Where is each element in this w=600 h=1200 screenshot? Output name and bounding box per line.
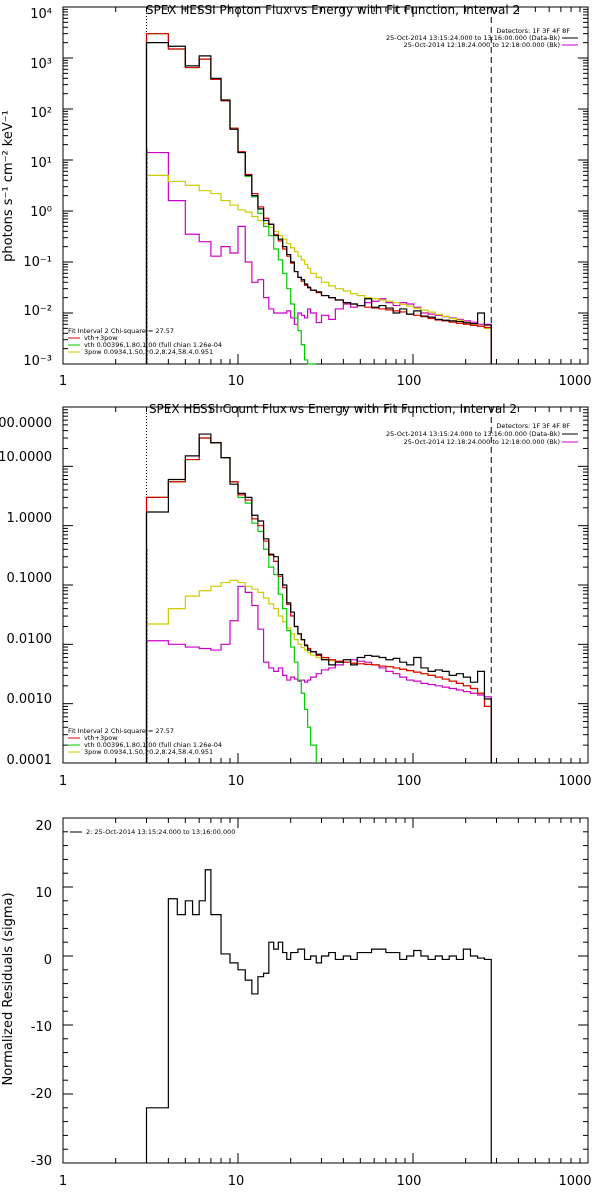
legend-total: vth+3pow [84,734,118,742]
legend-detectors: Detectors: 1F 3F 4F 8F [496,422,570,430]
legend-top-right: Detectors: 1F 3F 4F 8F 25-Oct-2014 13:15… [386,422,578,446]
x-tick-labels: 1 10 100 1000 [59,374,592,389]
y-tick-labels: 10⁻³ 10⁻² 10⁻¹ 10⁰ 10¹ 10² 10³ 10⁴ [23,7,52,369]
count-flux-panel: SPEX HESSI Count Flux vs Energy with Fit… [0,402,592,789]
x-tick-label: 1000 [558,374,591,389]
series-nonthermal-histogram [145,579,492,763]
legend-fit-interval: Fit Interval 2 Chi-square = 27.57 [68,727,174,735]
y-tick-label: 10² [30,106,52,121]
y-tick-label: 0.0001 [7,753,53,768]
series-background-histogram [145,585,492,763]
x-tick-label: 10 [228,774,245,789]
y-tick-label: -30 [31,1154,52,1169]
y-tick-label: 10 [35,886,52,901]
x-tick-label: 1000 [558,774,591,789]
series-nonthermal-histogram [145,174,492,364]
x-tick-label: 10 [228,374,245,389]
plot-frame [62,6,589,365]
y-tick-label: 10⁰ [30,205,52,220]
y-tick-label: -20 [31,1087,52,1102]
y-tick-label: 10⁻³ [23,354,52,369]
legend-interval: 2: 25-Oct-2014 13:15:24.000 to 13:16:00.… [86,828,235,836]
y-tick-label: 0.0010 [7,692,53,707]
legend-top-left: 2: 25-Oct-2014 13:15:24.000 to 13:16:00.… [70,828,235,836]
legend-bk-interval: 25-Oct-2014 12:18:24.000 to 12:18:00.000… [404,41,560,49]
legend-bk-interval: 25-Oct-2014 12:18:24.000 to 12:18:00.000… [404,438,560,446]
legend-nonthermal: 3pow 0.0934,1.50,20.2,8.24,58.4,0.951 [84,748,213,756]
y-axis-label: Normalized Residuals (sigma) [1,892,16,1085]
y-tick-label: 10⁻¹ [23,255,52,270]
y-tick-label: 10¹ [30,156,52,171]
y-tick-label: 10⁴ [30,7,52,22]
chart-title: SPEX HESSI Photon Flux vs Energy with Fi… [146,3,520,17]
y-tick-label: 0.0100 [7,632,53,647]
plot-frame [62,817,589,1164]
y-axis-label: photons s⁻¹ cm⁻² keV⁻¹ [1,110,16,262]
legend-data-interval: 25-Oct-2014 13:15:24.000 to 13:16:00.000… [386,430,560,438]
y-tick-labels: -30 -20 -10 0 10 20 [31,819,52,1169]
series-thermal-histogram [145,437,317,763]
series-data-histogram [145,42,492,364]
y-tick-labels: 0.0001 0.0010 0.0100 0.1000 1.0000 10.00… [0,416,52,768]
x-tick-label: 1 [59,374,67,389]
y-tick-label: 10.0000 [0,450,52,465]
x-tick-label: 1 [59,1174,67,1189]
y-tick-label: 1.0000 [7,511,53,526]
legend-total: vth+3pow [84,334,118,342]
legend-detectors: Detectors: 1F 3F 4F 8F [496,27,570,35]
legend-thermal: vth 0.00396,1.80,1.00 (full chian 1.26e-… [84,741,222,749]
series-background-histogram [145,151,492,364]
y-tick-label: 0.1000 [7,571,53,586]
x-tick-label: 100 [397,374,422,389]
legend-thermal: vth 0.00396,1.80,1.00 (full chian 1.26e-… [84,341,222,349]
x-tick-label: 1000 [558,1174,591,1189]
y-tick-label: 0 [44,953,52,968]
x-tick-labels: 1 10 100 1000 [59,774,592,789]
legend-nonthermal: 3pow 0.0934,1.50,20.2,8.24,58.4,0.951 [84,348,213,356]
y-tick-label: 20 [35,819,52,834]
legend-bottom-left: Fit Interval 2 Chi-square = 27.57 vth+3p… [68,727,222,756]
residuals-panel: -30 -20 -10 0 10 20 Normalized Residuals… [1,817,592,1189]
x-tick-label: 100 [397,774,422,789]
plot-frame [62,406,589,764]
x-tick-label: 10 [228,1174,245,1189]
series-data-histogram [145,869,492,1163]
series-total-histogram [145,437,492,763]
legend-bottom-left: Fit Interval 2 Chi-square = 27.57 vth+3p… [68,327,222,356]
legend-top-right: Detectors: 1F 3F 4F 8F 25-Oct-2014 13:15… [386,27,578,49]
y-tick-label: 100.0000 [0,416,52,431]
chart-title: SPEX HESSI Count Flux vs Energy with Fit… [149,402,517,416]
legend-fit-interval: Fit Interval 2 Chi-square = 27.57 [68,327,174,335]
photon-flux-panel: SPEX HESSI Photon Flux vs Energy with Fi… [1,3,592,389]
x-tick-labels: 1 10 100 1000 [59,1174,592,1189]
y-tick-label: 10⁻² [23,304,52,319]
legend-data-interval: 25-Oct-2014 13:15:24.000 to 13:16:00.000… [386,34,560,42]
series-data-histogram [145,433,492,763]
x-tick-label: 1 [59,774,67,789]
x-tick-label: 100 [397,1174,422,1189]
y-tick-label: -10 [31,1020,52,1035]
y-tick-label: 10³ [30,57,52,72]
